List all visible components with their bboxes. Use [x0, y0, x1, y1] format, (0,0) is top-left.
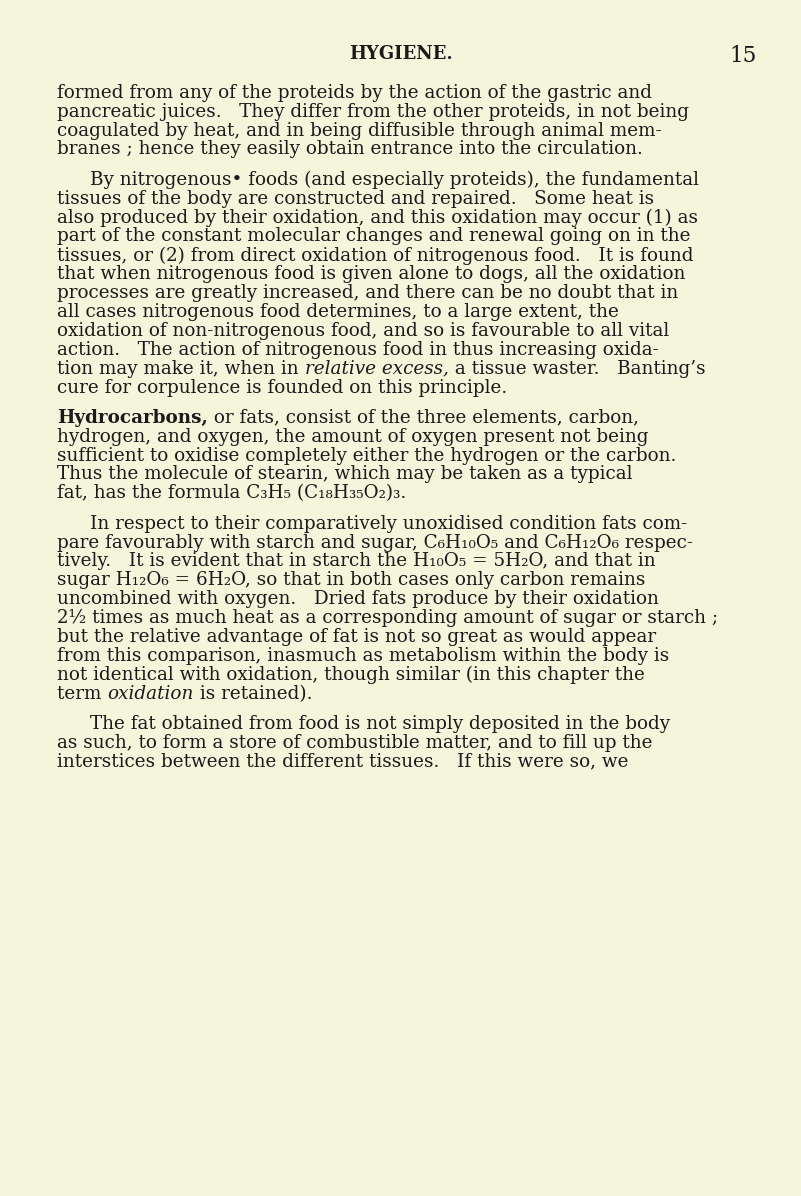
Text: all cases nitrogenous food determines, to a large extent, the: all cases nitrogenous food determines, t…: [58, 303, 619, 321]
Text: formed from any of the proteids by the action of the gastric and: formed from any of the proteids by the a…: [58, 84, 652, 102]
Text: hydrogen, and oxygen, the amount of oxygen present not being: hydrogen, and oxygen, the amount of oxyg…: [58, 428, 649, 446]
Text: fat, has the formula C₃H₅ (C₁₈H₃₅O₂)₃.: fat, has the formula C₃H₅ (C₁₈H₃₅O₂)₃.: [58, 484, 407, 502]
Text: 2½ times as much heat as a corresponding amount of sugar or starch ;: 2½ times as much heat as a corresponding…: [58, 609, 718, 627]
Text: processes are greatly increased, and there can be no doubt that in: processes are greatly increased, and the…: [58, 285, 678, 303]
Text: In respect to their comparatively unoxidised condition fats com-: In respect to their comparatively unoxid…: [90, 514, 687, 532]
Text: HYGIENE.: HYGIENE.: [348, 45, 453, 63]
Text: pancreatic juices.   They differ from the other proteids, in not being: pancreatic juices. They differ from the …: [58, 103, 690, 121]
Text: By nitrogenous• foods (and especially proteids), the fundamental: By nitrogenous• foods (and especially pr…: [90, 171, 698, 189]
Text: tion may make it, when in: tion may make it, when in: [58, 360, 304, 378]
Text: a tissue waster.   Banting’s: a tissue waster. Banting’s: [449, 360, 705, 378]
Text: oxidation: oxidation: [107, 685, 194, 703]
Text: tissues of the body are constructed and repaired.   Some heat is: tissues of the body are constructed and …: [58, 190, 654, 208]
Text: tively.   It is evident that in starch the H₁₀O₅ = 5H₂O, and that in: tively. It is evident that in starch the…: [58, 553, 656, 570]
Text: The fat obtained from food is not simply deposited in the body: The fat obtained from food is not simply…: [90, 715, 670, 733]
Text: sufficient to oxidise completely either the hydrogen or the carbon.: sufficient to oxidise completely either …: [58, 446, 677, 464]
Text: branes ; hence they easily obtain entrance into the circulation.: branes ; hence they easily obtain entran…: [58, 140, 643, 158]
Text: part of the constant molecular changes and renewal going on in the: part of the constant molecular changes a…: [58, 227, 690, 245]
Text: that when nitrogenous food is given alone to dogs, all the oxidation: that when nitrogenous food is given alon…: [58, 266, 686, 283]
Text: uncombined with oxygen.   Dried fats produce by their oxidation: uncombined with oxygen. Dried fats produ…: [58, 591, 659, 609]
Text: tissues, or (2) from direct oxidation of nitrogenous food.   It is found: tissues, or (2) from direct oxidation of…: [58, 246, 694, 264]
Text: term: term: [58, 685, 107, 703]
Text: also produced by their oxidation, and this oxidation may occur (1) as: also produced by their oxidation, and th…: [58, 208, 698, 227]
Text: Thus the molecule of stearin, which may be taken as a typical: Thus the molecule of stearin, which may …: [58, 465, 633, 483]
Text: pare favourably with starch and sugar, C₆H₁₀O₅ and C₆H₁₂O₆ respec-: pare favourably with starch and sugar, C…: [58, 533, 694, 551]
Text: not identical with oxidation, though similar (in this chapter the: not identical with oxidation, though sim…: [58, 666, 645, 684]
Text: Hydrocarbons,: Hydrocarbons,: [58, 409, 208, 427]
Text: interstices between the different tissues.   If this were so, we: interstices between the different tissue…: [58, 752, 629, 770]
Text: sugar H₁₂O₆ = 6H₂O, so that in both cases only carbon remains: sugar H₁₂O₆ = 6H₂O, so that in both case…: [58, 572, 646, 590]
Text: but the relative advantage of fat is not so great as would appear: but the relative advantage of fat is not…: [58, 628, 656, 646]
Text: cure for corpulencе is founded on this principle.: cure for corpulencе is founded on this p…: [58, 379, 508, 397]
Text: or fats, consist of the three elements, carbon,: or fats, consist of the three elements, …: [208, 409, 639, 427]
Text: coagulated by heat, and in being diffusible through animal mem-: coagulated by heat, and in being diffusi…: [58, 122, 662, 140]
Text: action.   The action of nitrogenous food in thus increasing oxida-: action. The action of nitrogenous food i…: [58, 341, 659, 359]
Text: 15: 15: [730, 45, 757, 67]
Text: from this comparison, inasmuch as metabolism within the body is: from this comparison, inasmuch as metabo…: [58, 647, 670, 665]
Text: is retained).: is retained).: [194, 685, 312, 703]
Text: as such, to form a store of combustible matter, and to fill up the: as such, to form a store of combustible …: [58, 734, 653, 752]
Text: oxidation of non-nitrogenous food, and so is favourable to all vital: oxidation of non-nitrogenous food, and s…: [58, 322, 670, 340]
Text: relative excess,: relative excess,: [304, 360, 449, 378]
